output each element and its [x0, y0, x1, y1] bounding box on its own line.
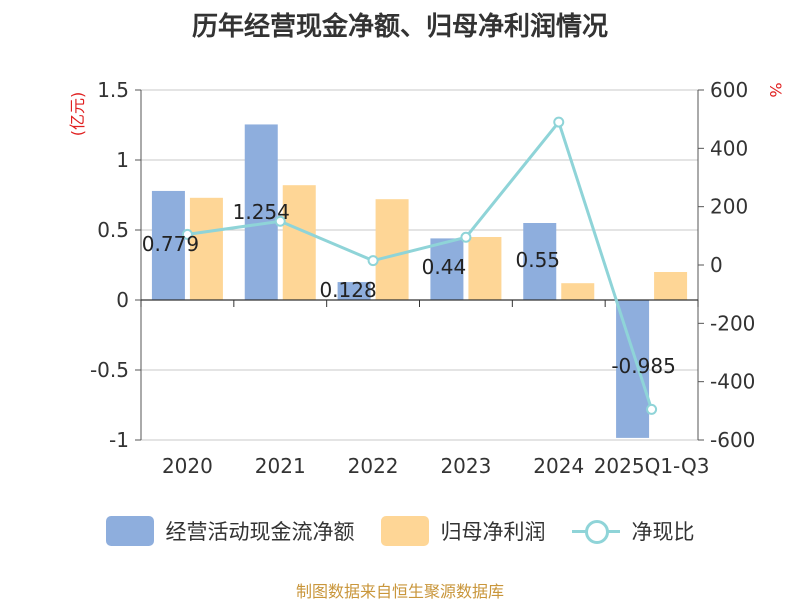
- right-axis-tick-label: 0: [710, 253, 723, 277]
- legend-label-operating-cash-flow: 经营活动现金流净额: [165, 520, 355, 544]
- left-axis-tick-label: 1: [116, 148, 129, 172]
- bar-net-profit: [654, 272, 688, 300]
- right-axis-tick-label: 200: [710, 195, 748, 219]
- point-cash-ratio: [460, 231, 472, 243]
- data-label-operating-cash-flow: 0.44: [422, 255, 467, 279]
- legend-item-net-profit[interactable]: 归母净利润: [380, 516, 546, 546]
- legend: 经营活动现金流净额 归母净利润 净现比: [0, 516, 800, 546]
- right-axis-tick-label: -400: [710, 370, 755, 394]
- right-axis-unit-label: %: [766, 82, 785, 97]
- left-axis-tick-label: -1: [109, 428, 129, 452]
- legend-swatch-net-profit: [380, 516, 429, 546]
- bar-operating-cash-flow: [151, 190, 185, 300]
- left-axis-tick-label: 1.5: [97, 78, 129, 102]
- x-axis-tick-label: 2022: [348, 454, 399, 478]
- chart-title: 历年经营现金净额、归母净利润情况: [191, 12, 608, 42]
- x-axis-tick-label: 2024: [533, 454, 584, 478]
- bar-net-profit: [561, 283, 595, 300]
- left-axis-unit-label: (亿元): [68, 92, 87, 137]
- line-cash-ratio: [187, 118, 654, 410]
- x-axis-tick-label: 2023: [440, 454, 491, 478]
- right-axis-tick-label: -600: [710, 428, 755, 452]
- data-label-operating-cash-flow: 0.779: [142, 232, 199, 256]
- data-label-operating-cash-flow: 1.254: [233, 200, 290, 224]
- legend-item-cash-ratio[interactable]: 净现比: [571, 516, 695, 546]
- right-axis-tick-label: -200: [710, 311, 755, 335]
- bar-net-profit: [375, 199, 409, 300]
- legend-line-marker-icon: [571, 516, 620, 546]
- bar-operating-cash-flow: [430, 238, 464, 300]
- data-label-operating-cash-flow: 0.55: [515, 248, 560, 272]
- legend-item-operating-cash-flow[interactable]: 经营活动现金流净额: [105, 516, 355, 546]
- x-axis-tick-label: 2020: [162, 454, 213, 478]
- bar-operating-cash-flow: [616, 300, 650, 438]
- point-cash-ratio: [367, 255, 379, 267]
- bar-operating-cash-flow: [337, 282, 371, 300]
- bar-net-profit: [282, 185, 316, 300]
- bar-net-profit: [468, 237, 502, 300]
- x-axis-tick-label: 2025Q1-Q3: [594, 454, 710, 478]
- data-label-operating-cash-flow: 0.128: [319, 278, 376, 302]
- legend-swatch-operating-cash-flow: [105, 516, 154, 546]
- data-label-operating-cash-flow: -0.985: [611, 354, 675, 378]
- point-cash-ratio: [553, 116, 565, 128]
- x-axis-tick-label: 2021: [255, 454, 306, 478]
- bar-operating-cash-flow: [523, 223, 557, 300]
- left-axis-tick-label: 0.5: [97, 218, 129, 242]
- left-axis-tick-label: 0: [116, 288, 129, 312]
- point-cash-ratio: [646, 403, 658, 415]
- point-cash-ratio: [274, 215, 286, 227]
- legend-label-cash-ratio: 净现比: [631, 520, 695, 544]
- right-axis-tick-label: 600: [710, 78, 748, 102]
- point-cash-ratio: [181, 228, 193, 240]
- left-axis-tick-label: -0.5: [90, 358, 129, 382]
- bar-operating-cash-flow: [244, 124, 278, 300]
- legend-label-net-profit: 归母净利润: [440, 520, 546, 544]
- right-axis-tick-label: 400: [710, 136, 748, 160]
- source-note: 制图数据来自恒生聚源数据库: [295, 582, 504, 601]
- bar-net-profit: [189, 197, 223, 300]
